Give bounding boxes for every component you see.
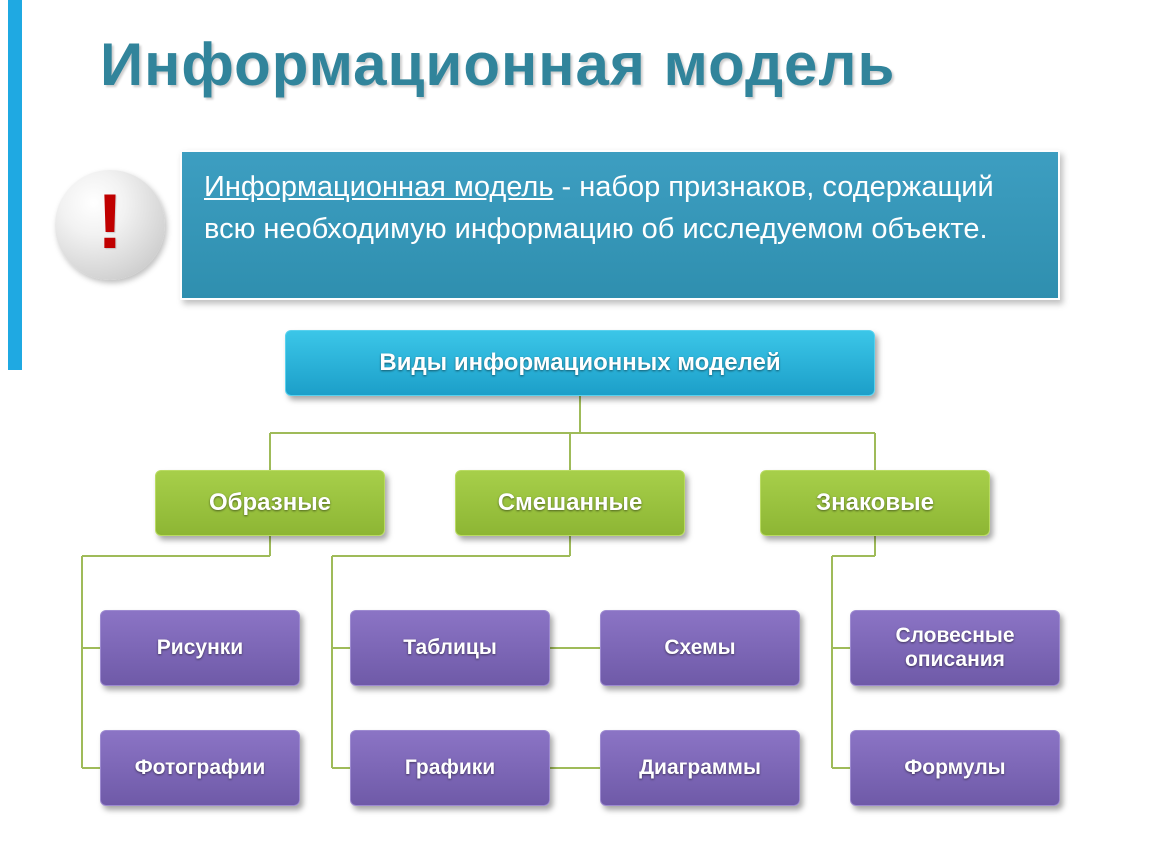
exclamation-icon: ! [97,176,123,267]
node-category-cat2: Знаковые [760,470,990,536]
node-leaf-l1: Таблицы [350,610,550,686]
node-leaf-l5: Графики [350,730,550,806]
node-category-cat0: Образные [155,470,385,536]
node-root-root: Виды информационных моделей [285,330,875,396]
node-leaf-l4: Фотографии [100,730,300,806]
node-category-cat1: Смешанные [455,470,685,536]
attention-circle: ! [55,170,165,280]
node-leaf-l7: Формулы [850,730,1060,806]
node-leaf-l2: Схемы [600,610,800,686]
accent-bar [8,0,22,370]
page-title: Информационная модель [100,30,895,99]
definition-term: Информационная модель [204,171,553,203]
attention-badge: ! [55,170,165,280]
hierarchy-chart: Виды информационных моделей Образные Смеша… [60,330,1100,850]
definition-box: Информационная модель - набор признаков,… [180,150,1060,300]
node-leaf-l3: Словесные описания [850,610,1060,686]
node-leaf-l6: Диаграммы [600,730,800,806]
node-leaf-l0: Рисунки [100,610,300,686]
